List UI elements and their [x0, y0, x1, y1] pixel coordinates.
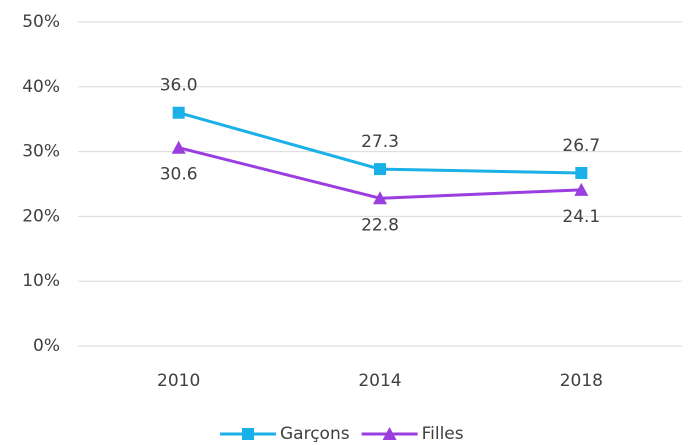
legend-marker	[382, 427, 397, 440]
y-tick-label: 30%	[22, 142, 60, 162]
point-marker	[373, 191, 387, 205]
legend-label: Garçons	[280, 424, 350, 444]
data-label: 27.3	[361, 132, 399, 152]
legend-marker	[242, 428, 254, 440]
point-marker	[374, 163, 386, 176]
point-marker	[575, 166, 588, 179]
y-tick-label: 10%	[22, 271, 60, 291]
data-label: 22.8	[361, 215, 399, 235]
y-tick-label: 50%	[22, 12, 60, 32]
data-label: 26.7	[562, 136, 600, 156]
data-label: 36.0	[160, 76, 198, 96]
legend-label: Filles	[422, 424, 464, 444]
x-tick-label: 2010	[157, 371, 200, 391]
y-tick-label: 40%	[22, 77, 60, 97]
x-tick-label: 2018	[560, 371, 603, 391]
data-label: 24.1	[562, 207, 600, 227]
point-marker	[171, 140, 186, 154]
y-tick-label: 0%	[33, 336, 60, 356]
x-tick-label: 2014	[358, 371, 401, 391]
y-tick-label: 20%	[22, 206, 60, 226]
data-label: 30.6	[160, 165, 198, 185]
point-marker	[574, 182, 589, 196]
point-marker	[172, 106, 185, 119]
